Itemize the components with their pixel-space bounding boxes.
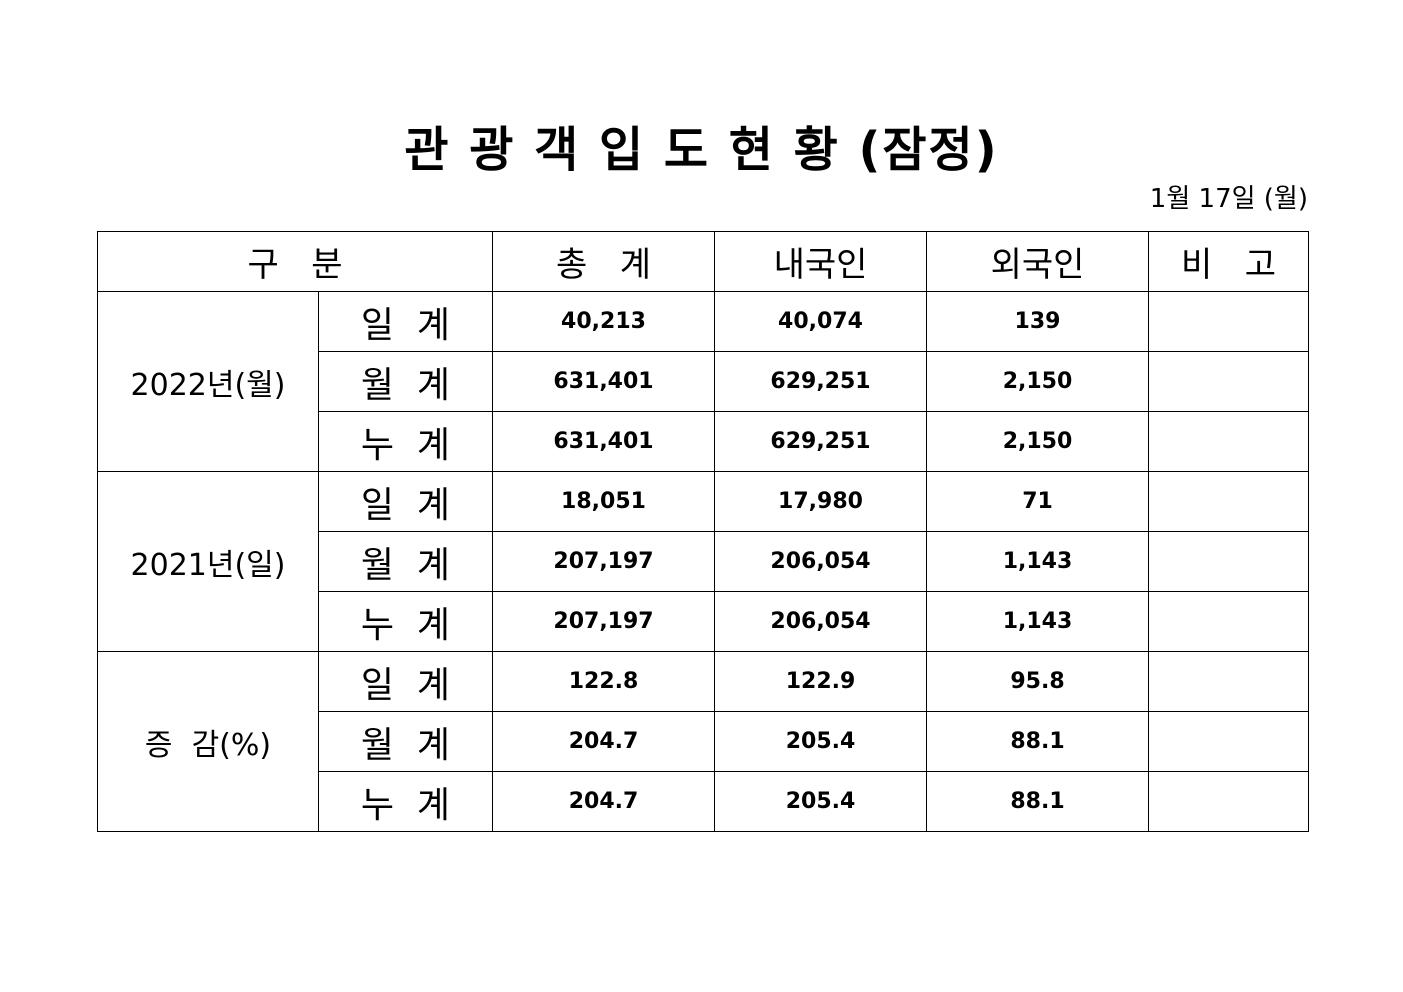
title: 관 광 객 입 도 현 황 (잠정) bbox=[404, 122, 999, 178]
row-label: 월 계 bbox=[318, 531, 493, 592]
group-label: 2021년(일) bbox=[97, 471, 319, 652]
value-cell: 206,054 bbox=[714, 591, 927, 652]
data-row: 월 계 207,197 206,054 1,143 bbox=[98, 531, 1309, 592]
value-cell: 206,054 bbox=[714, 531, 927, 592]
value-cell: 88.1 bbox=[926, 771, 1149, 832]
value-cell: 204.7 bbox=[492, 711, 715, 772]
remark-cell bbox=[1148, 711, 1309, 772]
data-row: 2021년(일) 일 계 18,051 17,980 71 bbox=[97, 471, 1309, 652]
row-label: 누 계 bbox=[318, 771, 493, 832]
value-cell: 17,980 bbox=[714, 471, 927, 532]
value-cell: 629,251 bbox=[714, 411, 927, 472]
data-row: 월 계 204.7 205.4 88.1 bbox=[98, 711, 1309, 772]
value-cell: 205.4 bbox=[714, 711, 927, 772]
row-label: 일 계 bbox=[318, 471, 493, 532]
column-header: 구 분 bbox=[97, 231, 493, 292]
group-label: 2022년(월) bbox=[97, 291, 319, 472]
value-cell: 204.7 bbox=[492, 771, 715, 832]
value-cell: 631,401 bbox=[492, 411, 715, 472]
value-cell: 95.8 bbox=[926, 651, 1149, 712]
remark-cell bbox=[1148, 411, 1309, 472]
value-cell: 631,401 bbox=[492, 351, 715, 412]
column-header: 총 계 bbox=[492, 231, 715, 292]
row-label: 월 계 bbox=[318, 351, 493, 412]
data-row: 누 계 204.7 205.4 88.1 bbox=[98, 771, 1309, 832]
value-cell: 2,150 bbox=[926, 351, 1149, 412]
date: 1월 17일 (월) bbox=[1149, 184, 1308, 214]
row-label: 누 계 bbox=[318, 591, 493, 652]
value-cell: 18,051 bbox=[492, 471, 715, 532]
remark-cell bbox=[1148, 531, 1309, 592]
value-cell: 40,213 bbox=[492, 291, 715, 352]
row-label: 일 계 bbox=[318, 291, 493, 352]
value-cell: 1,143 bbox=[926, 591, 1149, 652]
data-row: 2022년(월) 일 계 40,213 40,074 139 bbox=[97, 291, 1309, 472]
value-cell: 71 bbox=[926, 471, 1149, 532]
value-cell: 122.8 bbox=[492, 651, 715, 712]
column-header: 외국인 bbox=[926, 231, 1149, 292]
remark-cell bbox=[1148, 651, 1309, 712]
value-cell: 40,074 bbox=[714, 291, 927, 352]
value-cell: 205.4 bbox=[714, 771, 927, 832]
data-row: 누 계 207,197 206,054 1,143 bbox=[98, 591, 1309, 652]
value-cell: 207,197 bbox=[492, 531, 715, 592]
value-cell: 122.9 bbox=[714, 651, 927, 712]
remark-cell bbox=[1148, 291, 1309, 352]
value-cell: 2,150 bbox=[926, 411, 1149, 472]
row-label: 누 계 bbox=[318, 411, 493, 472]
data-row: 증 감(%) 일 계 122.8 122.9 95.8 bbox=[97, 651, 1309, 832]
value-cell: 88.1 bbox=[926, 711, 1149, 772]
remark-cell bbox=[1148, 771, 1309, 832]
value-cell: 629,251 bbox=[714, 351, 927, 412]
group-label: 증 감(%) bbox=[97, 651, 319, 832]
value-cell: 1,143 bbox=[926, 531, 1149, 592]
remark-cell bbox=[1148, 591, 1309, 652]
value-cell: 207,197 bbox=[492, 591, 715, 652]
column-header: 비 고 bbox=[1148, 231, 1309, 292]
data-row: 누 계 631,401 629,251 2,150 bbox=[98, 411, 1309, 472]
value-cell: 139 bbox=[926, 291, 1149, 352]
row-label: 월 계 bbox=[318, 711, 493, 772]
row-label: 일 계 bbox=[318, 651, 493, 712]
column-header: 내국인 bbox=[714, 231, 927, 292]
remark-cell bbox=[1148, 351, 1309, 412]
remark-cell bbox=[1148, 471, 1309, 532]
